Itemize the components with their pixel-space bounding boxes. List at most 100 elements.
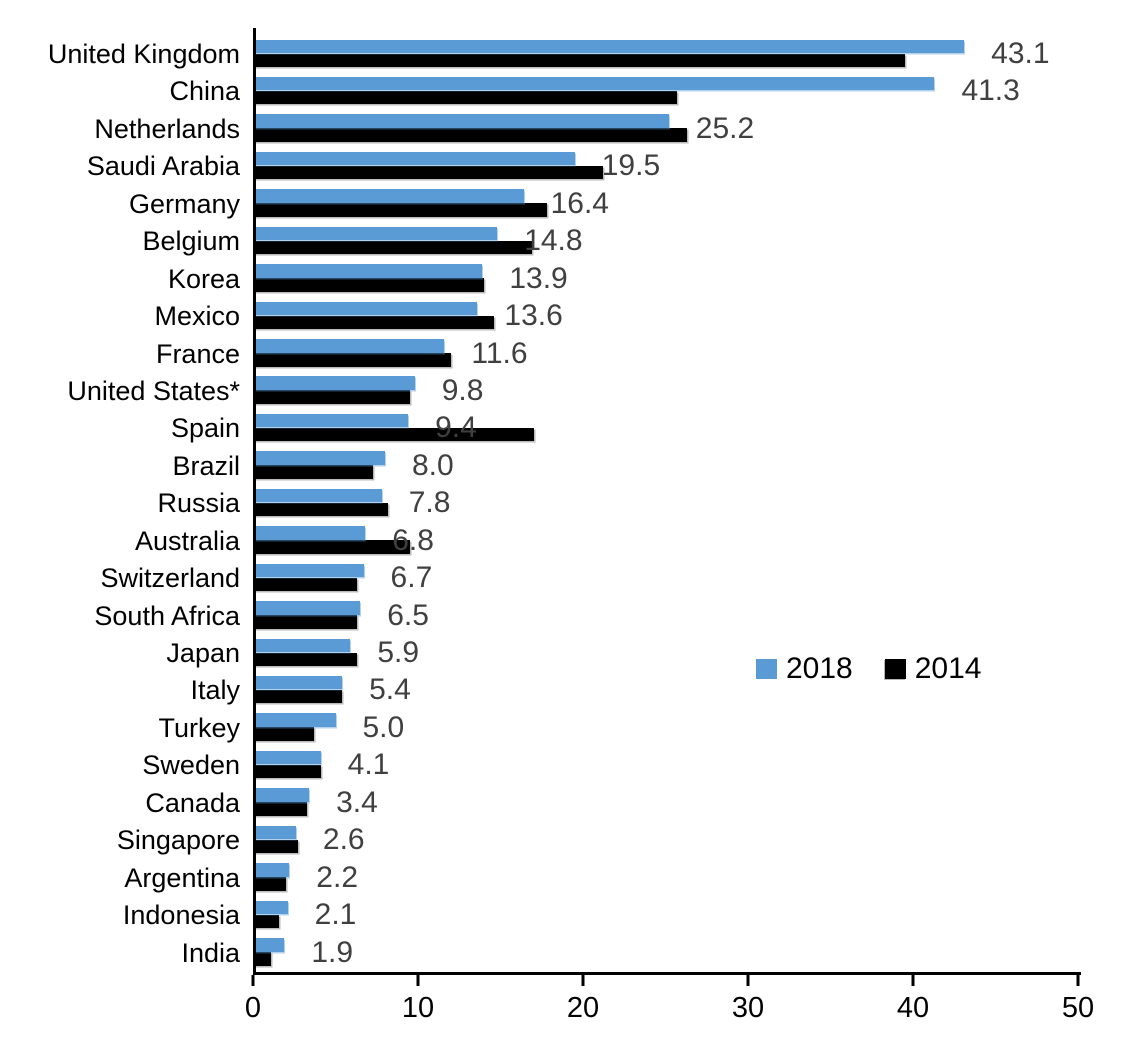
bar-group: United Kingdom 43.1	[48, 36, 1078, 73]
bar-2014	[253, 502, 389, 517]
bar-group: Netherlands 25.2	[94, 111, 1078, 148]
bar-group: Switzerland 6.7	[100, 560, 1078, 597]
bar-group: Argentina 2.2	[124, 860, 1078, 897]
bar-2018	[253, 788, 310, 802]
value-label: 43.1	[991, 37, 1050, 70]
bar-2018	[253, 451, 385, 465]
bar-2018	[253, 76, 935, 91]
x-axis-tick	[746, 975, 750, 986]
value-label: 19.5	[601, 149, 661, 183]
legend-entry-2018: 2018	[756, 654, 853, 684]
category-label: India	[181, 937, 240, 968]
bar-2018	[253, 601, 361, 615]
bar-group: Canada 3.4	[145, 785, 1078, 822]
bar-2018	[253, 713, 336, 727]
bar-group: Singapore 2.6	[117, 822, 1078, 859]
bar-2014	[253, 427, 534, 442]
bar-2018	[253, 488, 382, 503]
bar-group: Indonesia 2.1	[123, 897, 1078, 934]
bar-2018	[253, 264, 483, 278]
bar-2014	[253, 802, 308, 816]
bar-group: Germany 16.4	[129, 186, 1078, 223]
value-label: 25.2	[695, 111, 755, 145]
bar-2018	[253, 938, 285, 952]
bar-group: Italy 5.4	[190, 672, 1078, 709]
category-label: Brazil	[172, 450, 240, 481]
bar-2018	[253, 151, 575, 166]
value-label: 5.4	[369, 673, 411, 707]
bar-2014	[253, 914, 280, 929]
category-label: Saudi Arabia	[86, 151, 240, 182]
value-label: 2.2	[316, 860, 359, 894]
value-label: 6.7	[390, 561, 433, 595]
bar-2018	[253, 39, 965, 53]
value-label: 5.0	[362, 710, 405, 744]
category-label: Mexico	[154, 301, 240, 332]
bar-2018	[253, 825, 296, 840]
bar-2018	[253, 638, 351, 653]
bar-group: China 41.3	[169, 73, 1078, 110]
bar-2014	[253, 165, 603, 180]
bar-group: United States* 9.8	[67, 373, 1078, 410]
bar-group: Sweden 4.1	[142, 747, 1078, 784]
category-label: China	[169, 76, 240, 107]
value-label: 13.6	[504, 299, 563, 333]
bar-group: India 1.9	[181, 935, 1078, 972]
category-label: Canada	[145, 787, 240, 818]
value-label: 1.9	[311, 935, 354, 969]
bar-2014	[253, 689, 343, 704]
plot-area: United Kingdom 43.1 China 41.3 Netherlands 25…	[48, 28, 1094, 1024]
category-label: Japan	[166, 638, 240, 669]
bar-2014	[253, 278, 484, 292]
bar-2018	[253, 301, 478, 316]
bar-2018	[253, 114, 669, 128]
x-axis-tick	[1076, 975, 1080, 986]
value-label: 6.5	[387, 598, 429, 632]
x-axis-tick-label: 40	[896, 992, 930, 1024]
legend-swatch-2014	[884, 659, 906, 679]
bar-2014	[253, 128, 687, 142]
y-axis-line	[253, 28, 256, 975]
value-label: 7.8	[408, 486, 451, 520]
x-axis-tick-label: 50	[1061, 992, 1095, 1024]
category-label: United Kingdom	[47, 39, 240, 69]
x-axis-tick-label: 30	[731, 992, 765, 1024]
value-label: 8.0	[412, 448, 454, 482]
bar-2018	[253, 563, 364, 578]
bar-group: Turkey 5.0	[158, 710, 1078, 747]
category-label: Sweden	[142, 750, 240, 781]
category-label: Singapore	[116, 825, 240, 856]
category-label: Netherlands	[94, 113, 240, 144]
category-label: Switzerland	[100, 563, 240, 594]
category-label: Indonesia	[122, 900, 240, 931]
x-axis-tick	[581, 975, 585, 986]
value-label: 4.1	[347, 748, 390, 782]
category-label: Australia	[134, 525, 240, 556]
category-label: Germany	[128, 188, 240, 219]
legend: 2018 2014	[756, 654, 982, 684]
value-label: 5.9	[377, 636, 420, 670]
bar-2014	[253, 203, 547, 217]
value-label: 3.4	[336, 785, 378, 819]
bar-group: Russia 7.8	[157, 485, 1078, 522]
bar-2014	[253, 764, 321, 779]
bar-group: Australia 6.8	[135, 523, 1078, 560]
bar-group: France 11.6	[156, 336, 1078, 373]
category-label: Italy	[190, 675, 240, 706]
bar-group: Korea 13.9	[168, 261, 1078, 298]
value-label: 16.4	[550, 186, 609, 220]
category-label: Korea	[167, 263, 240, 294]
bar-2018	[253, 226, 498, 241]
legend-label-2018: 2018	[786, 652, 853, 685]
bar-2014	[253, 53, 905, 67]
bar-2014	[253, 952, 272, 966]
x-axis-line	[253, 972, 1081, 975]
value-label: 2.1	[314, 898, 357, 932]
x-axis-tick-label: 0	[244, 992, 262, 1024]
bar-2014	[253, 90, 678, 105]
legend-swatch-2018	[756, 659, 777, 679]
category-label: Turkey	[158, 712, 240, 743]
bar-2014	[253, 577, 357, 592]
value-label: 11.6	[471, 336, 528, 370]
category-label: France	[155, 338, 240, 369]
